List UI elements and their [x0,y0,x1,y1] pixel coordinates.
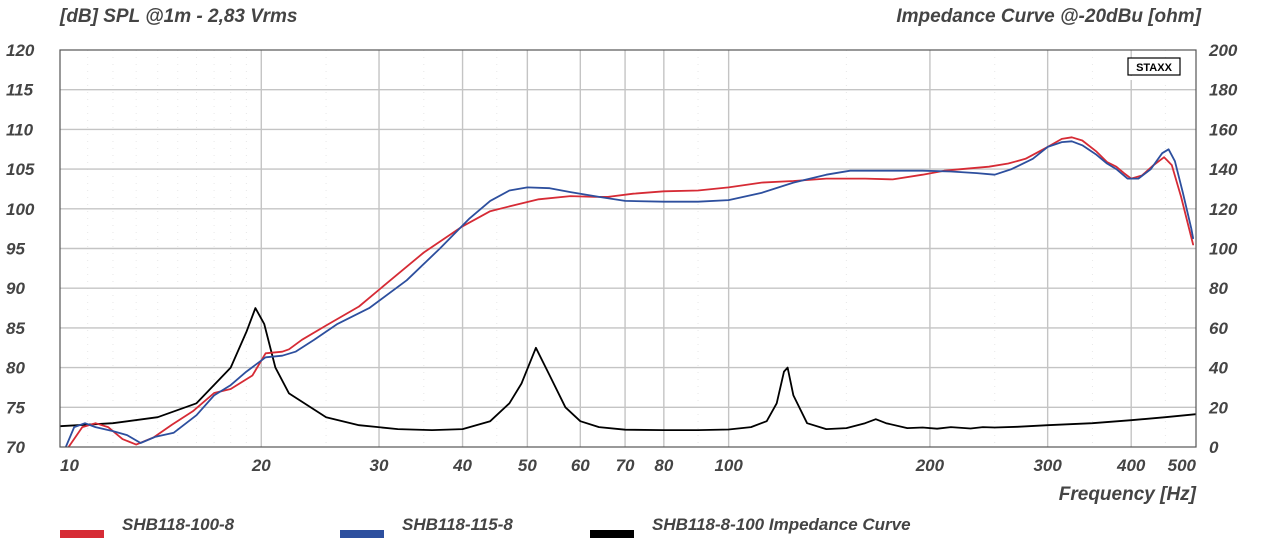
x-axis-title: Frequency [Hz] [1059,484,1197,505]
y-left-tick-label: 80 [6,359,25,378]
x-tick-label: 40 [452,456,472,475]
y-left-tick-label: 75 [6,398,25,417]
y-left-tick-label: 105 [6,160,35,179]
x-tick-label: 30 [370,456,389,475]
legend-swatch-black [590,530,634,538]
y-right-tick-label: 200 [1208,41,1238,60]
staxx-logo: STAXX [1127,57,1181,80]
x-tick-label: 50 [518,456,537,475]
axis-ticks: 10 20 30 40 50 60 70 80 100 200 300 400 500707580859… [6,41,1238,475]
y-right-tick-label: 0 [1209,438,1219,457]
x-tick-label: 10 [60,456,79,475]
y-left-tick-label: 95 [6,240,25,259]
x-tick-label: 60 [571,456,590,475]
legend: SHB118-100-8 SHB118-115-8 SHB118-8-100 I… [60,515,1210,541]
y-right-tick-label: 120 [1209,200,1238,219]
x-tick-label: 200 [915,456,945,475]
grid [60,50,1196,447]
y-right-tick-label: 80 [1209,279,1228,298]
y-left-tick-label: 85 [6,319,25,338]
x-tick-label: 500 [1168,456,1197,475]
legend-label: SHB118-115-8 [402,515,513,534]
x-tick-label: 100 [714,456,743,475]
right-axis-title: Impedance Curve @-20dBu [ohm] [896,6,1201,27]
x-tick-label: 20 [251,456,271,475]
y-right-tick-label: 40 [1208,359,1228,378]
series-line-shb118-8-100-impedance-curve [60,307,1196,431]
y-right-tick-label: 60 [1209,319,1228,338]
x-tick-label: 70 [616,456,635,475]
series-lines [60,136,1196,447]
y-left-tick-label: 115 [6,81,34,100]
staxx-logo-text: STAXX [1136,62,1173,74]
series-line-shb118-115-8 [64,140,1194,447]
y-right-tick-label: 140 [1209,160,1238,179]
y-right-tick-label: 180 [1209,81,1238,100]
y-right-tick-label: 100 [1209,240,1238,259]
plot-border [59,49,1197,448]
legend-label: SHB118-8-100 Impedance Curve [652,515,911,534]
legend-label: SHB118-100-8 [122,515,235,534]
left-axis-title: [dB] SPL @1m - 2,83 Vrms [60,6,298,27]
y-right-tick-label: 160 [1209,120,1238,139]
legend-swatch-red [60,530,104,538]
legend-swatch-blue [340,530,384,538]
y-left-tick-label: 100 [6,200,35,219]
y-right-tick-label: 20 [1208,398,1228,417]
x-tick-label: 400 [1116,456,1146,475]
x-tick-label: 300 [1033,456,1062,475]
y-left-tick-label: 110 [6,120,34,139]
x-tick-label: 80 [654,456,673,475]
y-left-tick-label: 90 [6,279,25,298]
y-left-tick-label: 70 [6,438,25,457]
y-left-tick-label: 120 [6,41,35,60]
